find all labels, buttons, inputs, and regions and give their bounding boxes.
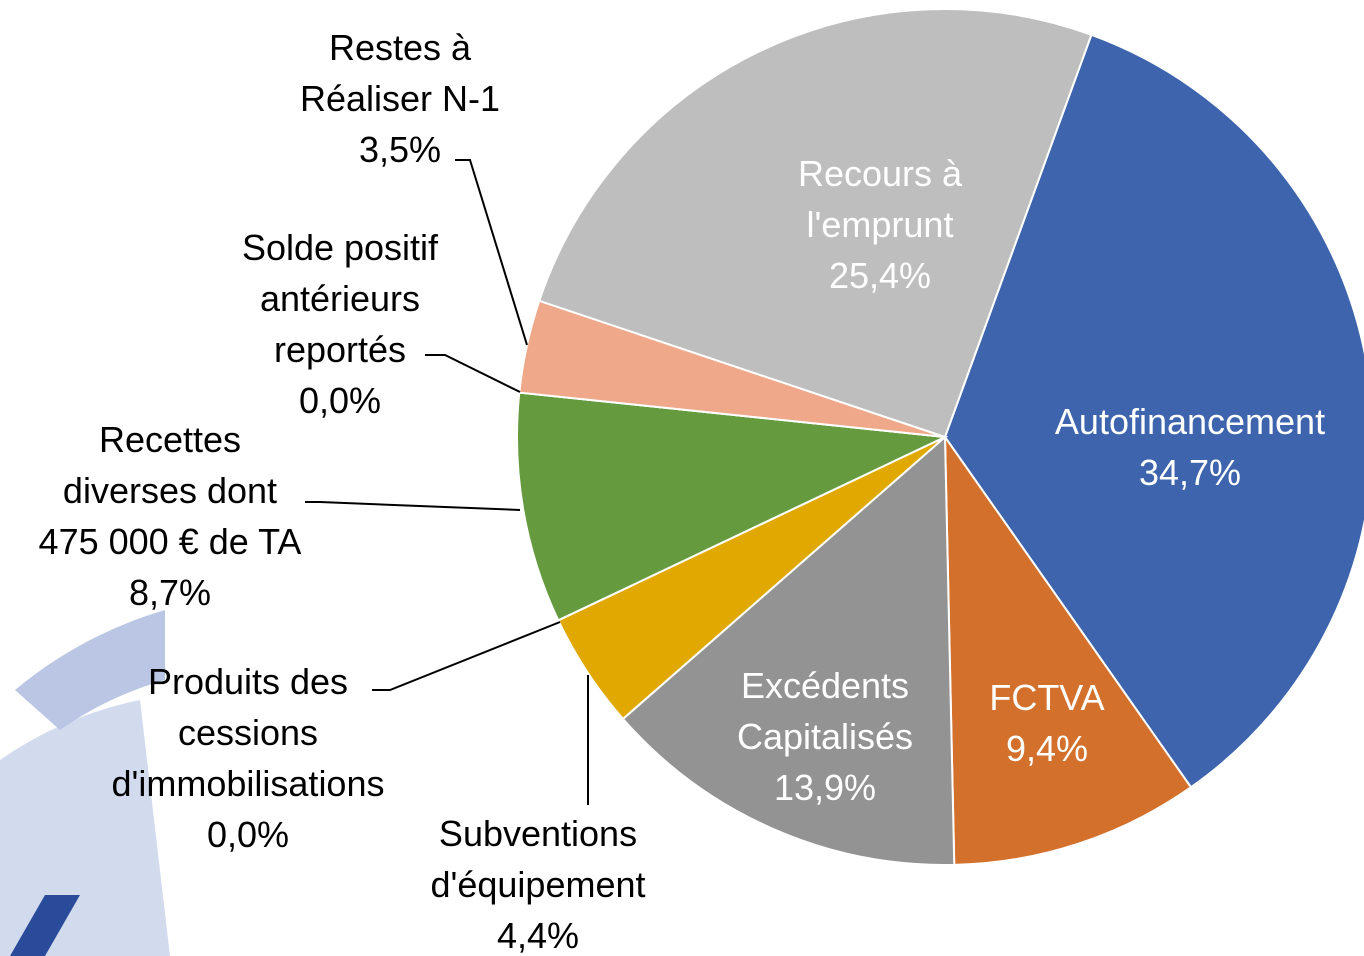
category-label: Restes à Réaliser N-1 (299, 27, 501, 119)
slice-label: Excédents Capitalisés 13,9% (737, 660, 913, 813)
value-label: 0,0% (298, 380, 382, 421)
slice-label: Produits des cessions d'immobilisations 0… (112, 656, 385, 860)
value-label: 8,7% (128, 572, 212, 613)
category-label: Recours à l'emprunt (797, 153, 963, 245)
leader-line (372, 621, 561, 691)
value-label: 13,9% (773, 767, 877, 808)
pie-slice (943, 433, 1193, 866)
value-label: 0,0% (206, 814, 290, 855)
slice-label: Solde positif antérieurs reportés 0,0% (242, 222, 438, 426)
value-label: 4,4% (496, 915, 580, 956)
pie-slice (516, 391, 949, 622)
background-logo (15, 610, 165, 730)
slice-label: Recettes diverses dont 475 000 € de TA 8,… (39, 414, 302, 618)
value-label: 34,7% (1138, 452, 1242, 493)
value-label: 25,4% (828, 255, 932, 296)
category-label: Autofinancement (1054, 401, 1326, 442)
pie-slice (621, 434, 956, 866)
value-label: 9,4% (1005, 728, 1089, 769)
category-label: Produits des cessions d'immobilisations (111, 661, 385, 804)
pie-slice (537, 8, 1093, 439)
slice-label: Restes à Réaliser N-1 3,5% (300, 22, 500, 175)
category-label: Recettes diverses dont 475 000 € de TA (38, 419, 302, 562)
background-logo (10, 895, 80, 956)
background-logo (0, 700, 170, 956)
category-label: Subventions d'équipement (430, 813, 646, 905)
value-label: 3,5% (358, 129, 442, 170)
leader-line (425, 354, 521, 393)
category-label: Solde positif antérieurs reportés (241, 227, 439, 370)
category-label: FCTVA (989, 677, 1105, 718)
pie-slice (943, 33, 1364, 789)
slice-label: Recours à l'emprunt 25,4% (798, 148, 962, 301)
slice-label: FCTVA 9,4% (989, 672, 1104, 774)
leader-line (455, 159, 528, 346)
leader-line (305, 501, 521, 511)
category-label: Excédents Capitalisés (736, 665, 914, 757)
slice-label: Subventions d'équipement 4,4% (430, 808, 645, 956)
slice-label: Autofinancement 34,7% (1055, 396, 1325, 498)
